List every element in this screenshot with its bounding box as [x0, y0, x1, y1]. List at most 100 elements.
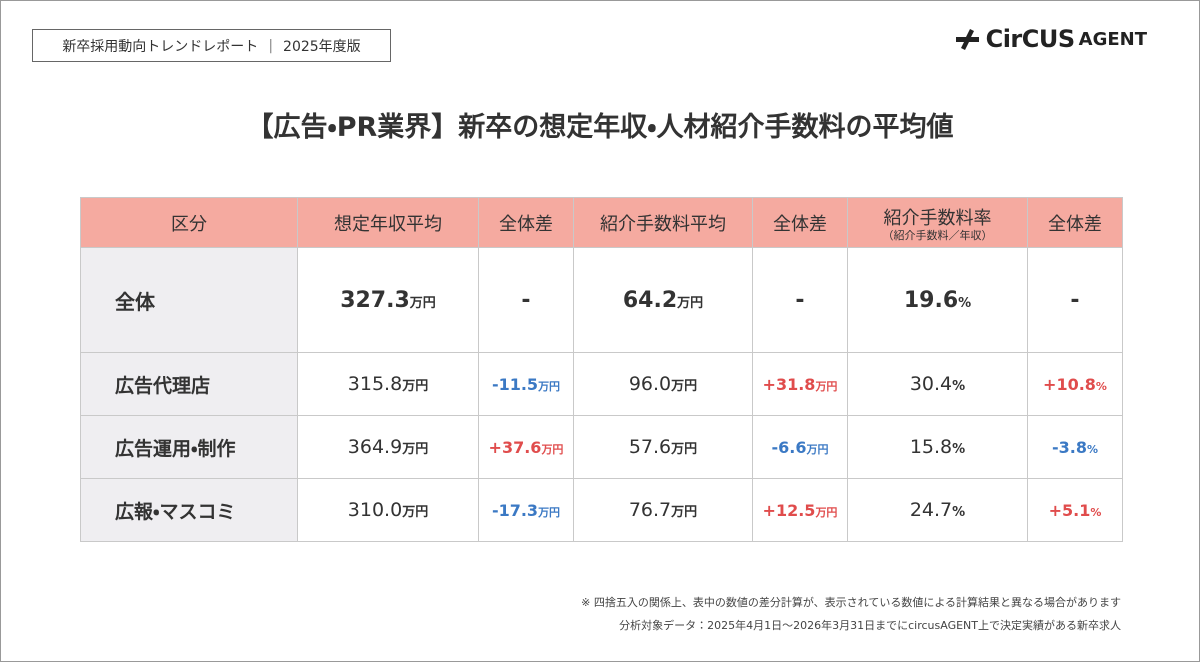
cell-content: +10.8% [1043, 375, 1107, 394]
cell-unit: % [1095, 380, 1107, 393]
logo-brand: CirCUS [985, 25, 1076, 53]
column-label: 区分 [171, 213, 207, 235]
column-label: 紹介手数料平均 [600, 213, 726, 235]
table-cell: 19.6% [847, 247, 1028, 353]
cell-value: -6.6 [771, 438, 807, 457]
cell-unit: % [952, 442, 966, 457]
column-header: 紹介手数料率 （紹介手数料／年収） [847, 197, 1028, 248]
table-cell: - [1027, 247, 1123, 353]
edition: 2025年度版 [283, 38, 361, 55]
cell-unit: 万円 [541, 443, 564, 456]
cell-value: -17.3 [491, 501, 539, 520]
table-cell: 327.3万円 [297, 247, 479, 353]
table-cell: 24.7% [847, 478, 1028, 542]
cell-unit: % [952, 505, 966, 520]
cell-content: 327.3万円 [340, 288, 436, 313]
table-cell: 64.2万円 [573, 247, 753, 353]
cell-content: 315.8万円 [348, 373, 428, 395]
column-label: 全体差 [499, 213, 553, 235]
cell-unit: 万円 [671, 442, 698, 457]
table-cell: 310.0万円 [297, 478, 479, 542]
table-row: 広報・マスコミ 310.0万円 -17.3万円 76.7万円 +12.5万円 24.7% +… [80, 478, 1123, 542]
cell-content: +31.8万円 [763, 375, 838, 394]
table-cell: +12.5万円 [752, 478, 848, 542]
title: 【広告・PR業界】新卒の想定年収・人材紹介手数料の平均値 [246, 112, 954, 143]
cell-content: -6.6万円 [772, 438, 829, 457]
cell-unit: 万円 [538, 506, 561, 519]
cell-unit: % [952, 379, 966, 394]
report-name: 新卒採用動向トレンドレポート [62, 38, 259, 55]
table-cell: 15.8% [847, 415, 1028, 479]
table-cell: 364.9万円 [297, 415, 479, 479]
logo-sub: AGENT [1078, 28, 1147, 50]
column-header: 全体差 [1027, 197, 1123, 248]
note: ※ 四捨五入の関係上、表中の数値の差分計算が、表示されている数値による計算結果と… [581, 596, 1121, 609]
table-cell: - [478, 247, 574, 353]
cell-content: 15.8% [910, 436, 965, 458]
column-header: 紹介手数料平均 [573, 197, 753, 248]
cell-value: - [521, 287, 531, 313]
cell-value: 364.9 [347, 436, 403, 458]
table-row: 全体 327.3万円 -64.2万円 -19.6% - [80, 247, 1123, 353]
cell-value: +12.5 [762, 501, 816, 520]
logo: CirCUS AGENT [952, 25, 1147, 53]
cell-content: +12.5万円 [763, 501, 838, 520]
report-tag: 新卒採用動向トレンドレポート | 2025年度版 [32, 29, 391, 62]
table-cell: +37.6万円 [478, 415, 574, 479]
row-label: 全体 [80, 247, 298, 353]
cell-value: 15.8 [909, 436, 953, 458]
cell-value: +10.8 [1043, 375, 1096, 394]
cell-content: -17.3万円 [492, 501, 560, 520]
table-cell: 315.8万円 [297, 352, 479, 416]
table: 区分 想定年収平均 全体差 紹介手数料平均 全体差 紹介手数料率 （紹介手数料／年収） 全体差… [80, 197, 1123, 542]
cell-unit: 万円 [409, 295, 436, 311]
table-row: 広告運用・制作 364.9万円 +37.6万円 57.6万円 -6.6万円 15.8% -3… [80, 415, 1123, 479]
cell-value: 315.8 [347, 373, 403, 395]
cell-content: +37.6万円 [489, 438, 564, 457]
cell-unit: 万円 [402, 505, 429, 520]
cell-content: 24.7% [910, 499, 965, 521]
column-sublabel: （紹介手数料／年収） [882, 228, 993, 242]
cell-unit: % [1090, 506, 1102, 519]
row-label: 広報・マスコミ [80, 478, 298, 542]
table-row: 広告代理店 315.8万円 -11.5万円 96.0万円 +31.8万円 30.4% +10… [80, 352, 1123, 416]
table-cell: -3.8% [1027, 415, 1123, 479]
cell-value: 64.2 [622, 287, 678, 313]
cell-value: +5.1 [1048, 501, 1091, 520]
cell-value: +31.8 [762, 375, 816, 394]
cell-unit: 万円 [538, 380, 561, 393]
note: 分析対象データ：2025年4月1日〜2026年3月31日までにcircusAGE… [619, 619, 1121, 632]
cell-value: 96.0 [628, 373, 672, 395]
column-label: 全体差 [1048, 213, 1102, 235]
cell-content: -11.5万円 [492, 375, 560, 394]
table-cell: - [752, 247, 848, 353]
table-cell: +10.8% [1027, 352, 1123, 416]
cell-content: 57.6万円 [629, 436, 697, 458]
row-label: 広告運用・制作 [80, 415, 298, 479]
column-label: 全体差 [773, 213, 827, 235]
cell-content: - [1070, 288, 1079, 313]
table-cell: +5.1% [1027, 478, 1123, 542]
cell-unit: 万円 [815, 380, 838, 393]
column-header: 全体差 [478, 197, 574, 248]
cell-content: 364.9万円 [348, 436, 428, 458]
cell-value: 76.7 [628, 499, 672, 521]
cell-content: 19.6% [904, 288, 971, 313]
column-header: 全体差 [752, 197, 848, 248]
cell-value: - [1070, 287, 1080, 313]
cell-content: - [795, 288, 804, 313]
row-label: 広告代理店 [80, 352, 298, 416]
cell-value: 24.7 [909, 499, 953, 521]
cell-value: 57.6 [628, 436, 672, 458]
table-cell: +31.8万円 [752, 352, 848, 416]
cell-value: - [795, 287, 805, 313]
cell-unit: 万円 [402, 379, 429, 394]
cell-content: 30.4% [910, 373, 965, 395]
column-label: 想定年収平均 [334, 213, 442, 235]
cell-value: 19.6 [903, 287, 959, 313]
cell-content: 76.7万円 [629, 499, 697, 521]
table-cell: 57.6万円 [573, 415, 753, 479]
cell-value: -11.5 [491, 375, 539, 394]
cell-unit: % [958, 295, 972, 311]
